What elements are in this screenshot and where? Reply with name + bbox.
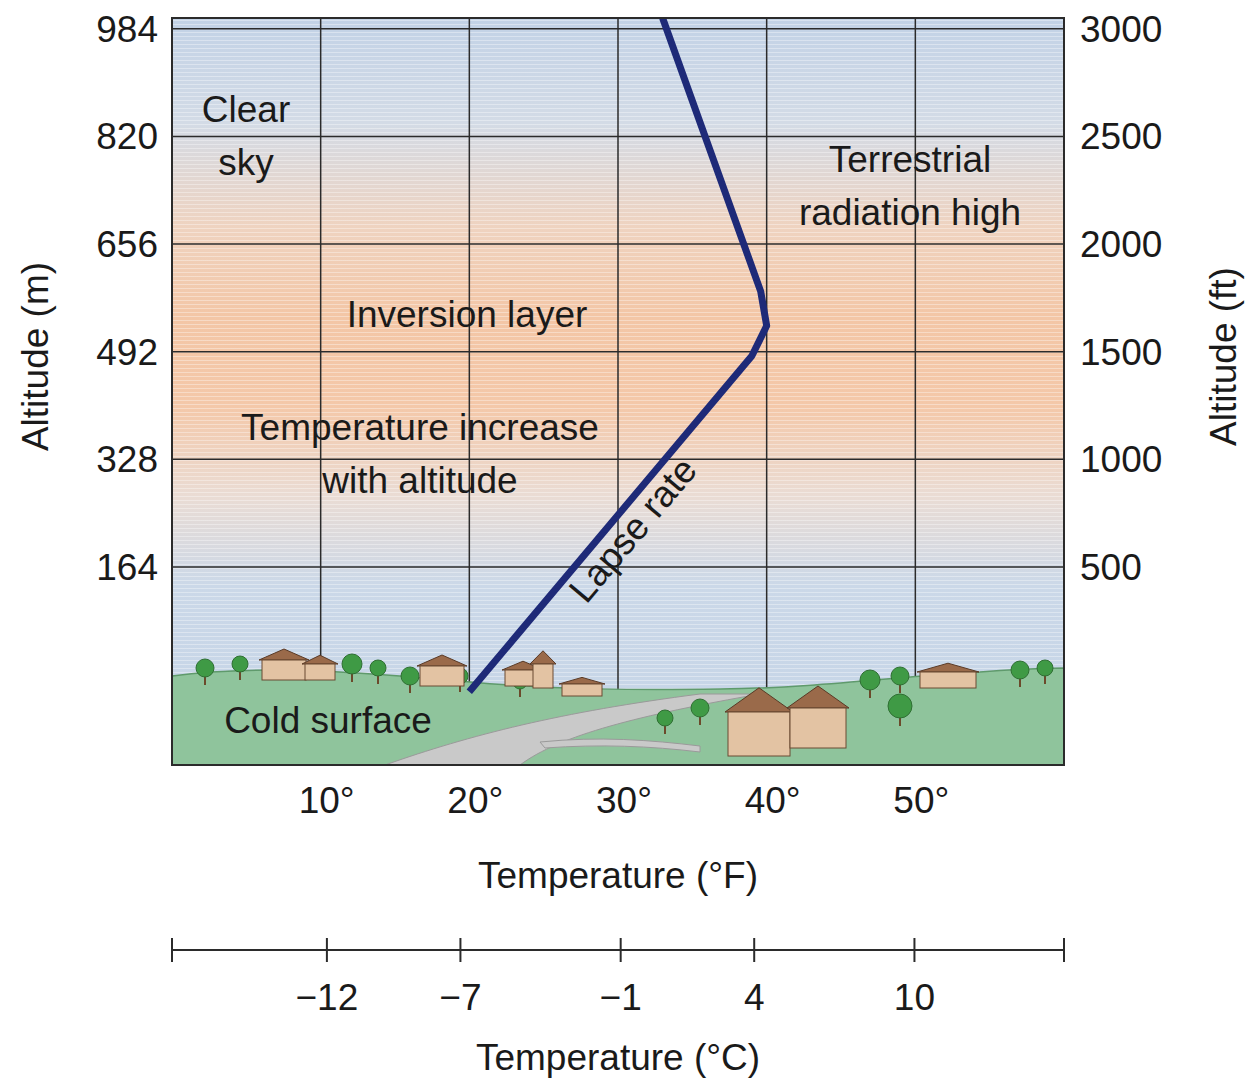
x-tick-label: 10° <box>299 780 355 821</box>
annotation: sky <box>218 142 274 183</box>
y2-tick-label: 2000 <box>1080 224 1162 265</box>
x2-tick <box>620 938 622 962</box>
x2-axis-title: Temperature (°C) <box>476 1037 760 1078</box>
grid <box>172 18 1064 765</box>
annotation: radiation high <box>799 192 1021 233</box>
house-roof <box>530 651 556 664</box>
grid-line-y <box>172 28 1064 30</box>
lapse-rate-line <box>469 18 766 692</box>
house <box>262 660 306 680</box>
x2-tick-label: −7 <box>439 977 481 1018</box>
x-tick-label: 30° <box>596 780 652 821</box>
x2-tick-label: 10 <box>894 977 935 1018</box>
x-tick-label: 20° <box>447 780 503 821</box>
data <box>469 18 766 692</box>
house-roof <box>787 686 849 708</box>
grid-line-y <box>172 243 1064 245</box>
y-tick-label: 820 <box>96 116 158 157</box>
house-roof <box>559 677 605 684</box>
y-tick-label: 164 <box>96 547 158 588</box>
house <box>790 708 846 748</box>
grid-line-x <box>617 18 619 765</box>
x2-axis-end <box>171 938 173 962</box>
x2-tick-label: 4 <box>744 977 765 1018</box>
x2-axis-line <box>172 949 1064 951</box>
grid-line-x <box>320 18 322 765</box>
hill <box>172 668 1064 765</box>
sky-stripes <box>172 18 1064 765</box>
house-roof <box>917 663 979 672</box>
y2-tick-label: 500 <box>1080 547 1142 588</box>
y-tick-label: 984 <box>96 9 158 50</box>
y2-tick-label: 3000 <box>1080 9 1162 50</box>
tree <box>232 656 248 672</box>
road <box>385 694 760 765</box>
house <box>920 672 976 688</box>
house <box>420 666 464 686</box>
grid-line-y <box>172 136 1064 138</box>
x-tick-label: 40° <box>745 780 801 821</box>
x-axis-title: Temperature (°F) <box>478 855 758 896</box>
tree <box>370 660 386 676</box>
y2-tick-label: 1000 <box>1080 439 1162 480</box>
house <box>533 664 553 688</box>
x2-tick <box>459 938 461 962</box>
x2-tick <box>753 938 755 962</box>
y-tick-label: 492 <box>96 332 158 373</box>
grid-line-x <box>469 18 471 765</box>
house-roof <box>302 655 338 664</box>
grid-line-x <box>766 18 768 765</box>
tree <box>342 654 362 674</box>
annotation: with altitude <box>321 460 517 501</box>
tree <box>888 694 912 718</box>
road-branch <box>540 739 700 752</box>
y2-tick-label: 1500 <box>1080 332 1162 373</box>
ground <box>172 649 1064 765</box>
annotation: Temperature increase <box>241 407 599 448</box>
y-tick-label: 656 <box>96 224 158 265</box>
y-tick-label: 328 <box>96 439 158 480</box>
house <box>562 684 602 696</box>
grid-line-x <box>915 18 917 765</box>
tree <box>401 667 419 685</box>
tree <box>1037 660 1053 676</box>
annotation: Terrestrial <box>829 139 991 180</box>
grid-line-y <box>172 351 1064 353</box>
annotation: Clear <box>202 89 290 130</box>
sky <box>172 18 1064 765</box>
x2-tick-label: −1 <box>600 977 642 1018</box>
x2-tick <box>326 938 328 962</box>
x2-axis-end <box>1063 938 1065 962</box>
y-axis-title: Altitude (m) <box>15 262 56 451</box>
house-roof <box>725 688 793 712</box>
y2-axis-title: Altitude (ft) <box>1203 267 1244 446</box>
annotation: Inversion layer <box>347 294 588 335</box>
house-roof <box>417 655 467 666</box>
tree <box>196 659 214 677</box>
grid-line-y <box>172 459 1064 461</box>
house <box>305 664 335 680</box>
house <box>728 712 790 756</box>
tree <box>891 667 909 685</box>
series-label: Lapse rate <box>561 450 705 610</box>
tree <box>657 710 673 726</box>
plot-frame <box>172 18 1064 765</box>
x-tick-label: 50° <box>893 780 949 821</box>
annotation: Cold surface <box>224 700 432 741</box>
tree <box>860 670 880 690</box>
tree <box>691 699 709 717</box>
y2-tick-label: 2500 <box>1080 116 1162 157</box>
x2-tick-label: −12 <box>296 977 359 1018</box>
tree <box>1011 661 1029 679</box>
house-roof <box>259 649 309 660</box>
diagram: Lapse rate Clear sky Terrestrial radiation h… <box>0 0 1256 1090</box>
x2-tick <box>913 938 915 962</box>
